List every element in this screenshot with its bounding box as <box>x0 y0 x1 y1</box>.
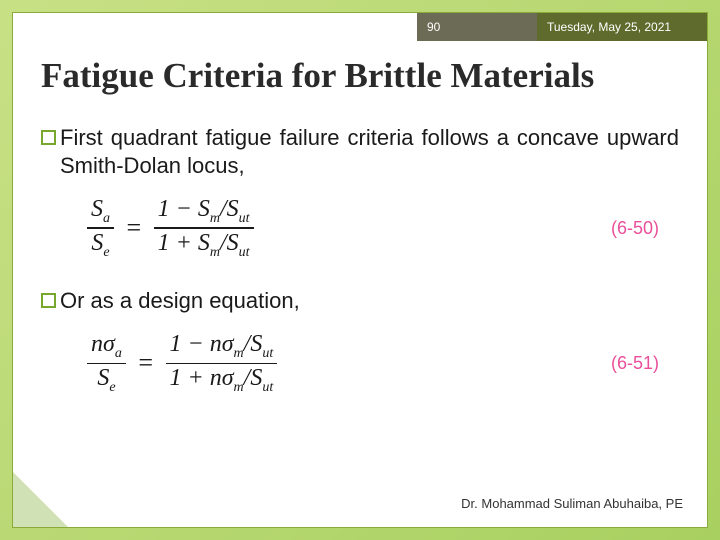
bullet-item: Or as a design equation, <box>41 287 679 316</box>
denominator: Se <box>93 364 119 397</box>
fraction: 1 − nσm/Sut 1 + nσm/Sut <box>166 330 278 397</box>
date-text: Tuesday, May 25, 2021 <box>547 20 671 34</box>
equation-row: Sa Se = 1 − Sm/Sut 1 + Sm/Sut (6-50) <box>81 195 669 262</box>
denominator: 1 + nσm/Sut <box>166 364 278 397</box>
fraction: 1 − Sm/Sut 1 + Sm/Sut <box>154 195 254 262</box>
square-bullet-icon <box>41 130 56 145</box>
bullet-text: Or as a design equation, <box>60 287 300 316</box>
footer-credit: Dr. Mohammad Suliman Abuhaiba, PE <box>461 496 683 511</box>
corner-accent-icon <box>13 472 68 527</box>
date-box: Tuesday, May 25, 2021 <box>537 13 707 41</box>
equals-sign: = <box>120 213 148 243</box>
bullet-item: First quadrant fatigue failure criteria … <box>41 124 679 181</box>
equation-label: (6-51) <box>611 353 659 374</box>
header-bar: 90 Tuesday, May 25, 2021 <box>417 13 707 41</box>
fraction: Sa Se <box>87 195 114 262</box>
equation-label: (6-50) <box>611 218 659 239</box>
equation-1: Sa Se = 1 − Sm/Sut 1 + Sm/Sut <box>81 195 260 262</box>
equation-row: nσa Se = 1 − nσm/Sut 1 + nσm/Sut (6-51) <box>81 330 669 397</box>
square-bullet-icon <box>41 293 56 308</box>
numerator: 1 − Sm/Sut <box>154 195 254 228</box>
page-number-box: 90 <box>417 13 537 41</box>
page-title: Fatigue Criteria for Brittle Materials <box>41 57 679 96</box>
equation-2: nσa Se = 1 − nσm/Sut 1 + nσm/Sut <box>81 330 283 397</box>
numerator: Sa <box>87 195 114 228</box>
denominator: Se <box>87 229 113 262</box>
fraction: nσa Se <box>87 330 126 397</box>
numerator: nσa <box>87 330 126 363</box>
content-area: Fatigue Criteria for Brittle Materials F… <box>13 13 707 443</box>
denominator: 1 + Sm/Sut <box>154 229 254 262</box>
numerator: 1 − nσm/Sut <box>166 330 278 363</box>
page-number: 90 <box>427 20 440 34</box>
slide-inner: 90 Tuesday, May 25, 2021 Fatigue Criteri… <box>12 12 708 528</box>
bullet-text: First quadrant fatigue failure criteria … <box>60 124 679 181</box>
equals-sign: = <box>132 348 160 378</box>
